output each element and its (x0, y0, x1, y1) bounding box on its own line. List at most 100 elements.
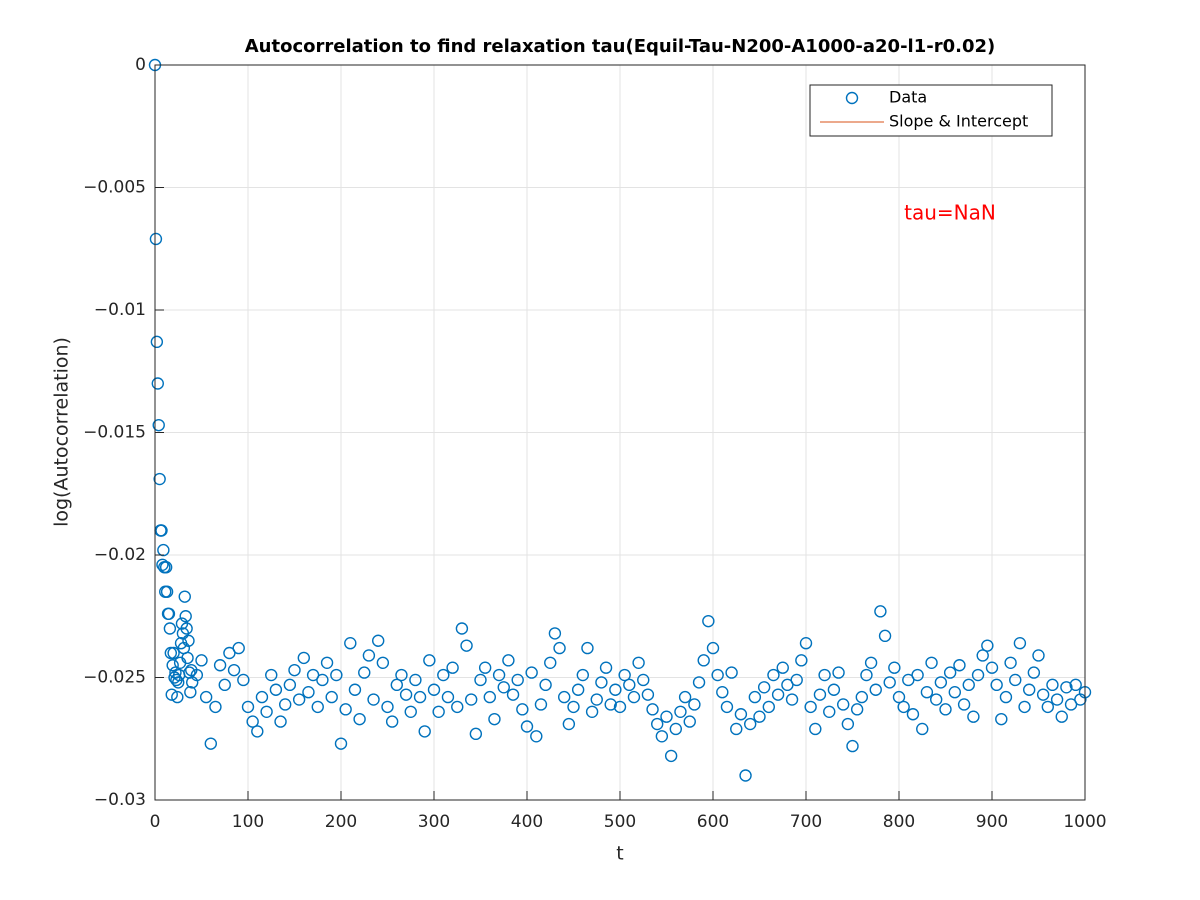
data-point (999, 690, 1013, 704)
data-point (623, 678, 636, 692)
data-point (892, 690, 906, 704)
data-point (1069, 678, 1082, 692)
data-point (930, 693, 943, 706)
data-point (669, 722, 682, 736)
data-point (367, 693, 380, 706)
x-tick-label: 800 (883, 812, 915, 832)
data-point (465, 693, 478, 706)
data-point (1050, 693, 1064, 706)
data-point (390, 678, 403, 692)
x-tick-label: 700 (790, 812, 822, 832)
data-point (739, 769, 752, 782)
data-point (227, 663, 241, 677)
legend: Data Slope & Intercept (809, 84, 1053, 137)
data-point (683, 715, 696, 728)
data-point (716, 686, 729, 699)
data-point (399, 688, 413, 701)
data-point (432, 705, 445, 718)
data-point (353, 712, 366, 726)
data-point (646, 703, 659, 716)
data-point (180, 622, 193, 635)
data-point (613, 700, 627, 714)
data-point (571, 683, 585, 696)
data-point (474, 673, 487, 687)
data-point (274, 715, 287, 728)
data-point (730, 722, 743, 736)
data-point (320, 656, 334, 669)
data-point (618, 668, 631, 682)
data-point (590, 693, 603, 706)
data-point (757, 681, 771, 694)
data-point (846, 739, 859, 753)
data-point (344, 637, 357, 650)
data-point (888, 661, 901, 674)
data-point (516, 703, 529, 716)
data-point (855, 690, 868, 704)
data-point (283, 678, 297, 692)
data-point (311, 700, 324, 714)
data-point (385, 715, 399, 728)
data-point (734, 708, 748, 721)
data-point (823, 705, 836, 718)
data-point (182, 634, 195, 647)
data-point (627, 690, 641, 704)
data-point (911, 668, 924, 682)
data-point (1032, 649, 1045, 662)
data-point (748, 690, 762, 704)
data-point (159, 561, 173, 574)
data-point (488, 712, 501, 726)
y-tick-label: −0.005 (83, 178, 146, 198)
data-point (1004, 656, 1017, 669)
data-point (790, 673, 803, 687)
data-point (358, 666, 371, 679)
data-point (953, 659, 966, 672)
x-axis-label: t (616, 843, 623, 865)
data-point (241, 700, 255, 714)
data-point (567, 700, 580, 714)
data-point (455, 622, 469, 635)
data-point (813, 688, 827, 701)
data-point (204, 737, 218, 750)
data-point (497, 681, 510, 694)
x-tick-label: 0 (150, 812, 161, 832)
legend-box (809, 84, 1053, 137)
data-point (167, 646, 180, 660)
data-point (325, 690, 338, 704)
data-point (149, 232, 163, 246)
data-point (562, 717, 576, 731)
data-point (1013, 637, 1027, 650)
data-point (165, 688, 178, 701)
data-point (150, 335, 164, 349)
data-point (753, 710, 766, 723)
data-point (837, 698, 850, 711)
data-point (804, 700, 817, 714)
data-point (255, 690, 269, 704)
data-point (897, 700, 910, 714)
y-axis-label: log(Autocorrelation) (51, 337, 73, 527)
y-tick-label: −0.025 (83, 668, 146, 688)
data-point (637, 673, 650, 687)
data-point (437, 668, 450, 682)
data-point (502, 654, 515, 667)
data-points (148, 58, 1092, 782)
data-point (413, 690, 427, 704)
data-point (181, 651, 194, 665)
data-point (599, 661, 613, 674)
x-tick-label: 600 (697, 812, 729, 832)
data-point (469, 727, 483, 741)
data-point (1009, 673, 1022, 687)
data-point (678, 690, 692, 704)
data-point (706, 641, 720, 655)
data-point (1022, 683, 1036, 696)
data-point (520, 720, 534, 733)
data-point (818, 668, 831, 682)
data-point (957, 698, 971, 711)
y-tick-label: 0 (135, 55, 146, 75)
data-point (934, 676, 948, 689)
data-point (163, 622, 177, 635)
data-point (576, 668, 589, 682)
data-point (423, 654, 436, 667)
data-point (297, 651, 310, 665)
data-point (985, 661, 999, 674)
